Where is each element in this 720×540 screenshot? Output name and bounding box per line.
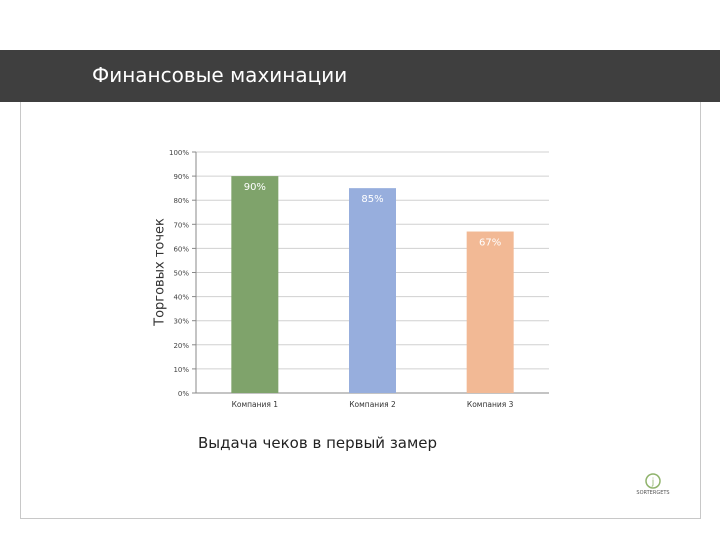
y-tick-label: 0% [178,390,189,398]
y-tick-label: 90% [173,173,189,181]
bar [231,176,279,393]
y-tick-label: 80% [173,197,189,205]
y-tick-label: 100% [169,149,189,157]
y-tick-label: 10% [173,366,189,374]
data-label: 67% [479,238,501,249]
bar [349,188,396,393]
company-logo: j SORTERGETS [628,472,678,506]
bar [466,231,514,393]
y-tick-label: 30% [173,318,189,326]
data-label: 85% [361,194,383,205]
logo-text: SORTERGETS [636,490,670,496]
slide-title: Финансовые махинации [92,63,348,87]
x-tick-label: Компания 2 [349,400,396,409]
y-tick-label: 50% [173,270,189,278]
title-bar [0,50,720,102]
y-tick-label: 40% [173,294,189,302]
chart-caption: Выдача чеков в первый замер [198,434,438,452]
y-tick-label: 70% [173,221,189,229]
x-tick-label: Компания 3 [467,400,514,409]
data-label: 90% [244,182,266,193]
y-axis-label: Торговых точек [152,218,168,326]
y-tick-label: 60% [173,245,189,253]
logo-icon: j [645,473,661,489]
x-tick-label: Компания 1 [232,400,279,409]
svg-text:j: j [651,478,655,488]
y-tick-label: 20% [173,342,189,350]
